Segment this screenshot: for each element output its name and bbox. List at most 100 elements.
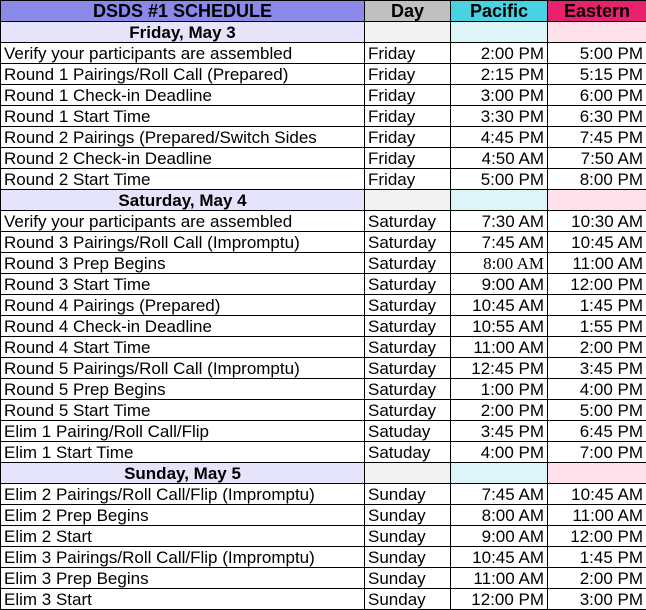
event-cell: Round 2 Start Time: [0, 168, 365, 190]
table-row: Round 5 Start Time Saturday 2:00 PM 5:00 PM: [0, 399, 646, 421]
pacific-time-cell: 4:45 PM: [450, 126, 548, 148]
table-row: Round 1 Pairings/Roll Call (Prepared) Fri…: [0, 63, 646, 85]
day-cell: Friday: [364, 42, 451, 64]
table-row: Round 1 Start Time Friday 3:30 PM 6:30 PM: [0, 105, 646, 127]
event-cell: Verify your participants are assembled: [0, 42, 365, 64]
day-cell: Saturday: [364, 357, 451, 379]
schedule-title: DSDS #1 SCHEDULE: [0, 0, 365, 22]
event-cell: Elim 1 Pairing/Roll Call/Flip: [0, 420, 365, 442]
pacific-header: Pacific: [450, 0, 548, 22]
eastern-time-cell: 5:00 PM: [547, 42, 646, 64]
eastern-time-cell: 1:55 PM: [547, 315, 646, 337]
event-cell: Round 4 Check-in Deadline: [0, 315, 365, 337]
pacific-time-cell: 1:00 PM: [450, 378, 548, 400]
eastern-time-cell: 10:45 AM: [547, 483, 646, 505]
day-cell: Friday: [364, 147, 451, 169]
day-cell: Friday: [364, 168, 451, 190]
table-row: Elim 1 Pairing/Roll Call/Flip Satuday 3:45…: [0, 420, 646, 442]
day-cell: Sunday: [364, 525, 451, 547]
table-row: Elim 2 Start Sunday 9:00 AM 12:00 PM: [0, 525, 646, 547]
pacific-time-cell: 9:00 AM: [450, 525, 548, 547]
event-cell: Elim 1 Start Time: [0, 441, 365, 463]
table-row: Verify your participants are assembled Sa…: [0, 210, 646, 232]
table-row: Round 1 Check-in Deadline Friday 3:00 PM 6:…: [0, 84, 646, 106]
event-cell: Round 1 Check-in Deadline: [0, 84, 365, 106]
eastern-time-cell: 7:50 AM: [547, 147, 646, 169]
section-day-blank: [364, 189, 451, 211]
section-eastern-blank: [547, 462, 646, 484]
event-cell: Elim 2 Prep Begins: [0, 504, 365, 526]
pacific-time-cell: 4:00 PM: [450, 441, 548, 463]
eastern-time-cell: 2:00 PM: [547, 336, 646, 358]
section-header-row: Friday, May 3: [0, 21, 646, 43]
eastern-time-cell: 10:30 AM: [547, 210, 646, 232]
pacific-time-cell: 7:30 AM: [450, 210, 548, 232]
day-cell: Saturday: [364, 294, 451, 316]
table-row: Round 4 Start Time Saturday 11:00 AM 2:00 P…: [0, 336, 646, 358]
table-row: Round 4 Pairings (Prepared) Saturday 10:45…: [0, 294, 646, 316]
table-row: Round 5 Prep Begins Saturday 1:00 PM 4:00 P…: [0, 378, 646, 400]
day-cell: Sunday: [364, 567, 451, 589]
table-row: Elim 3 Start Sunday 12:00 PM 3:00 PM: [0, 588, 646, 610]
day-cell: Sunday: [364, 546, 451, 568]
table-row: Round 2 Check-in Deadline Friday 4:50 AM 7:…: [0, 147, 646, 169]
event-cell: Round 3 Start Time: [0, 273, 365, 295]
table-row: Round 4 Check-in Deadline Saturday 10:55 A…: [0, 315, 646, 337]
eastern-time-cell: 1:45 PM: [547, 294, 646, 316]
day-cell: Sunday: [364, 483, 451, 505]
section-eastern-blank: [547, 189, 646, 211]
day-cell: Saturday: [364, 378, 451, 400]
section-pacific-blank: [450, 21, 548, 43]
header-row: DSDS #1 SCHEDULE Day Pacific Eastern: [0, 0, 646, 22]
eastern-time-cell: 12:00 PM: [547, 525, 646, 547]
event-cell: Round 2 Pairings (Prepared/Switch Sides: [0, 126, 365, 148]
eastern-time-cell: 6:00 PM: [547, 84, 646, 106]
day-cell: Satuday: [364, 420, 451, 442]
eastern-time-cell: 6:30 PM: [547, 105, 646, 127]
day-cell: Saturday: [364, 231, 451, 253]
day-cell: Friday: [364, 84, 451, 106]
eastern-time-cell: 7:45 PM: [547, 126, 646, 148]
pacific-time-cell: 2:15 PM: [450, 63, 548, 85]
event-cell: Round 2 Check-in Deadline: [0, 147, 365, 169]
event-cell: Round 3 Prep Begins: [0, 252, 365, 274]
table-row: Elim 3 Prep Begins Sunday 11:00 AM 2:00 PM: [0, 567, 646, 589]
day-cell: Saturday: [364, 273, 451, 295]
day-cell: Sunday: [364, 504, 451, 526]
event-cell: Round 5 Start Time: [0, 399, 365, 421]
section-day-blank: [364, 462, 451, 484]
eastern-time-cell: 3:45 PM: [547, 357, 646, 379]
pacific-time-cell: 10:45 AM: [450, 546, 548, 568]
day-cell: Saturday: [364, 252, 451, 274]
pacific-time-cell: 7:45 AM: [450, 231, 548, 253]
table-row: Elim 2 Prep Begins Sunday 8:00 AM 11:00 AM: [0, 504, 646, 526]
day-cell: Satuday: [364, 441, 451, 463]
pacific-time-cell: 5:00 PM: [450, 168, 548, 190]
day-cell: Friday: [364, 105, 451, 127]
eastern-time-cell: 12:00 PM: [547, 273, 646, 295]
section-label: Friday, May 3: [0, 21, 365, 43]
eastern-time-cell: 5:15 PM: [547, 63, 646, 85]
day-cell: Sunday: [364, 588, 451, 610]
event-cell: Round 1 Pairings/Roll Call (Prepared): [0, 63, 365, 85]
day-header: Day: [364, 0, 451, 22]
section-eastern-blank: [547, 21, 646, 43]
event-cell: Elim 2 Start: [0, 525, 365, 547]
section-day-blank: [364, 21, 451, 43]
table-row: Elim 3 Pairings/Roll Call/Flip (Imprompt…: [0, 546, 646, 568]
table-row: Round 3 Pairings/Roll Call (Impromptu) Sa…: [0, 231, 646, 253]
event-cell: Elim 3 Prep Begins: [0, 567, 365, 589]
event-cell: Round 5 Pairings/Roll Call (Impromptu): [0, 357, 365, 379]
table-row: Elim 2 Pairings/Roll Call/Flip (Imprompt…: [0, 483, 646, 505]
table-row: Round 3 Prep Begins Saturday 8:00 AM 11:00 …: [0, 252, 646, 274]
table-row: Elim 1 Start Time Satuday 4:00 PM 7:00 PM: [0, 441, 646, 463]
pacific-time-cell: 3:45 PM: [450, 420, 548, 442]
eastern-time-cell: 3:00 PM: [547, 588, 646, 610]
pacific-time-cell: 8:00 AM: [450, 252, 548, 274]
pacific-time-cell: 10:55 AM: [450, 315, 548, 337]
pacific-time-cell: 11:00 AM: [450, 336, 548, 358]
pacific-time-cell: 10:45 AM: [450, 294, 548, 316]
section-header-row: Saturday, May 4: [0, 189, 646, 211]
section-label: Sunday, May 5: [0, 462, 365, 484]
